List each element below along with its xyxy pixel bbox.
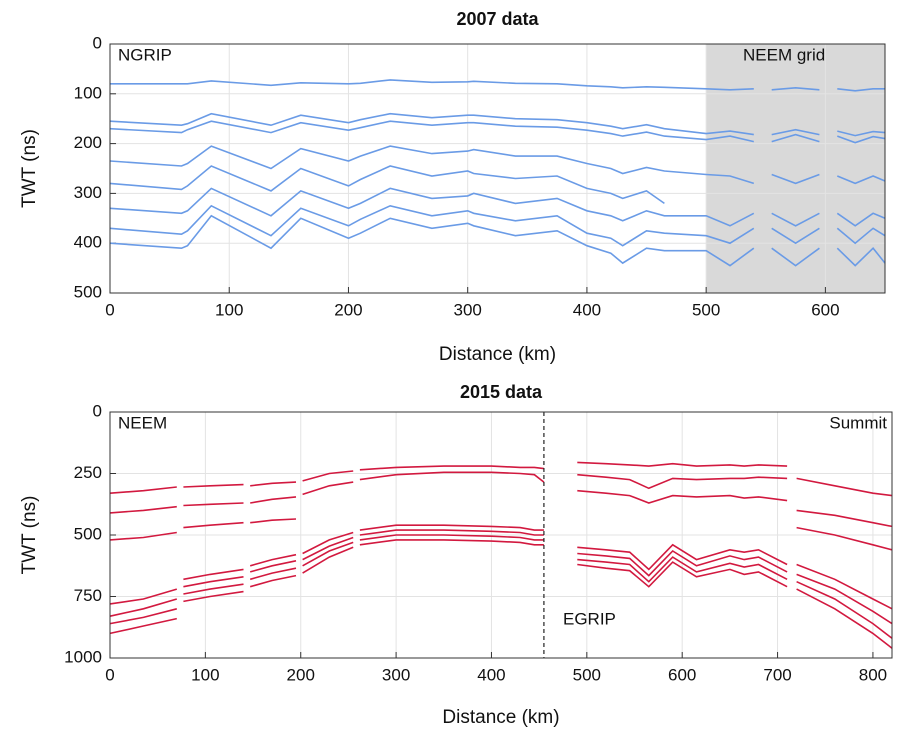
line-series bbox=[109, 529, 893, 625]
x-tick-label: 400 bbox=[477, 665, 505, 684]
line-series bbox=[109, 214, 886, 267]
annotation: NEEM grid bbox=[743, 45, 825, 64]
y-tick-label: 500 bbox=[74, 524, 102, 543]
x-tick-label: 600 bbox=[811, 300, 839, 319]
axes-box bbox=[109, 43, 886, 294]
x-tick-label: 500 bbox=[573, 665, 601, 684]
y-tick-label: 1000 bbox=[64, 647, 102, 666]
line-series bbox=[109, 539, 893, 649]
x-tick-label: 700 bbox=[763, 665, 791, 684]
y-tick-label: 750 bbox=[74, 586, 102, 605]
line-series bbox=[109, 461, 893, 497]
x-axis-label: Distance (km) bbox=[442, 707, 559, 728]
x-tick-label: 300 bbox=[454, 300, 482, 319]
y-tick-label: 500 bbox=[74, 282, 102, 301]
y-axis-label: TWT (ns) bbox=[19, 496, 40, 575]
x-tick-label: 400 bbox=[573, 300, 601, 319]
line-series bbox=[109, 489, 893, 551]
y-axis-label: TWT (ns) bbox=[19, 129, 40, 208]
line-series bbox=[109, 165, 665, 205]
x-tick-label: 300 bbox=[382, 665, 410, 684]
chart-title: 2007 data bbox=[456, 9, 539, 29]
y-tick-label: 400 bbox=[74, 233, 102, 252]
annotation: NGRIP bbox=[118, 45, 172, 64]
line-series bbox=[109, 120, 886, 144]
y-tick-label: 0 bbox=[93, 33, 102, 52]
x-tick-label: 800 bbox=[859, 665, 887, 684]
y-tick-label: 100 bbox=[74, 83, 102, 102]
line-series bbox=[109, 204, 886, 247]
x-tick-label: 600 bbox=[668, 665, 696, 684]
y-tick-label: 300 bbox=[74, 183, 102, 202]
x-axis-label: Distance (km) bbox=[439, 344, 556, 365]
x-tick-label: 200 bbox=[287, 665, 315, 684]
annotation: Summit bbox=[829, 413, 887, 432]
x-tick-label: 100 bbox=[215, 300, 243, 319]
annotation: EGRIP bbox=[563, 609, 616, 628]
shaded-region bbox=[706, 44, 885, 293]
y-tick-label: 250 bbox=[74, 463, 102, 482]
line-series bbox=[109, 471, 893, 528]
axes-box bbox=[109, 411, 893, 659]
x-tick-label: 0 bbox=[105, 665, 114, 684]
line-series bbox=[109, 524, 893, 610]
line-series bbox=[109, 187, 886, 227]
line-series bbox=[109, 145, 886, 185]
annotation: NEEM bbox=[118, 413, 167, 432]
line-series bbox=[109, 112, 886, 137]
line-series bbox=[110, 79, 885, 92]
x-tick-label: 0 bbox=[105, 300, 114, 319]
x-tick-label: 200 bbox=[334, 300, 362, 319]
y-tick-label: 0 bbox=[93, 401, 102, 420]
line-series bbox=[109, 534, 893, 639]
x-tick-label: 500 bbox=[692, 300, 720, 319]
y-tick-label: 200 bbox=[74, 133, 102, 152]
x-tick-label: 100 bbox=[191, 665, 219, 684]
chart-title: 2015 data bbox=[460, 382, 543, 402]
